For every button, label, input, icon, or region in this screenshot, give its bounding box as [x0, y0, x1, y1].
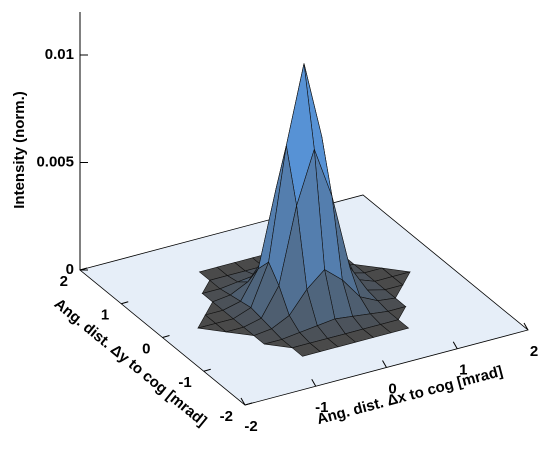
y-tick-label: 2: [60, 273, 68, 290]
surface-cell: [197, 323, 227, 333]
surface-cell: [225, 326, 255, 337]
y-tick: [79, 267, 88, 271]
y-tick: [244, 402, 253, 406]
z-tick-label: 0.01: [45, 46, 74, 63]
x-tick: [523, 322, 529, 331]
y-tick-label: 1: [101, 307, 109, 324]
y-tick-label: -2: [220, 408, 233, 425]
x-tick: [311, 379, 317, 387]
z-axis-label: Intensity (norm.): [11, 91, 28, 209]
y-tick: [203, 368, 211, 372]
x-tick-label: 1: [459, 362, 467, 379]
x-tick: [452, 341, 458, 349]
x-tick-label: 2: [530, 343, 538, 360]
surface-cell: [264, 339, 294, 349]
y-tick-label: 0: [142, 340, 150, 357]
x-tick: [382, 360, 387, 368]
x-tick-label: -2: [244, 418, 257, 435]
x-tick-label: -1: [315, 399, 328, 416]
y-tick: [121, 301, 129, 305]
surface-cell: [291, 342, 321, 357]
y-tick: [162, 335, 170, 338]
x-tick-label: 0: [388, 380, 396, 397]
z-tick-label: 0: [66, 261, 74, 278]
y-tick-label: -1: [178, 374, 191, 391]
x-tick: [240, 397, 246, 406]
z-tick-label: 0.005: [36, 153, 74, 170]
